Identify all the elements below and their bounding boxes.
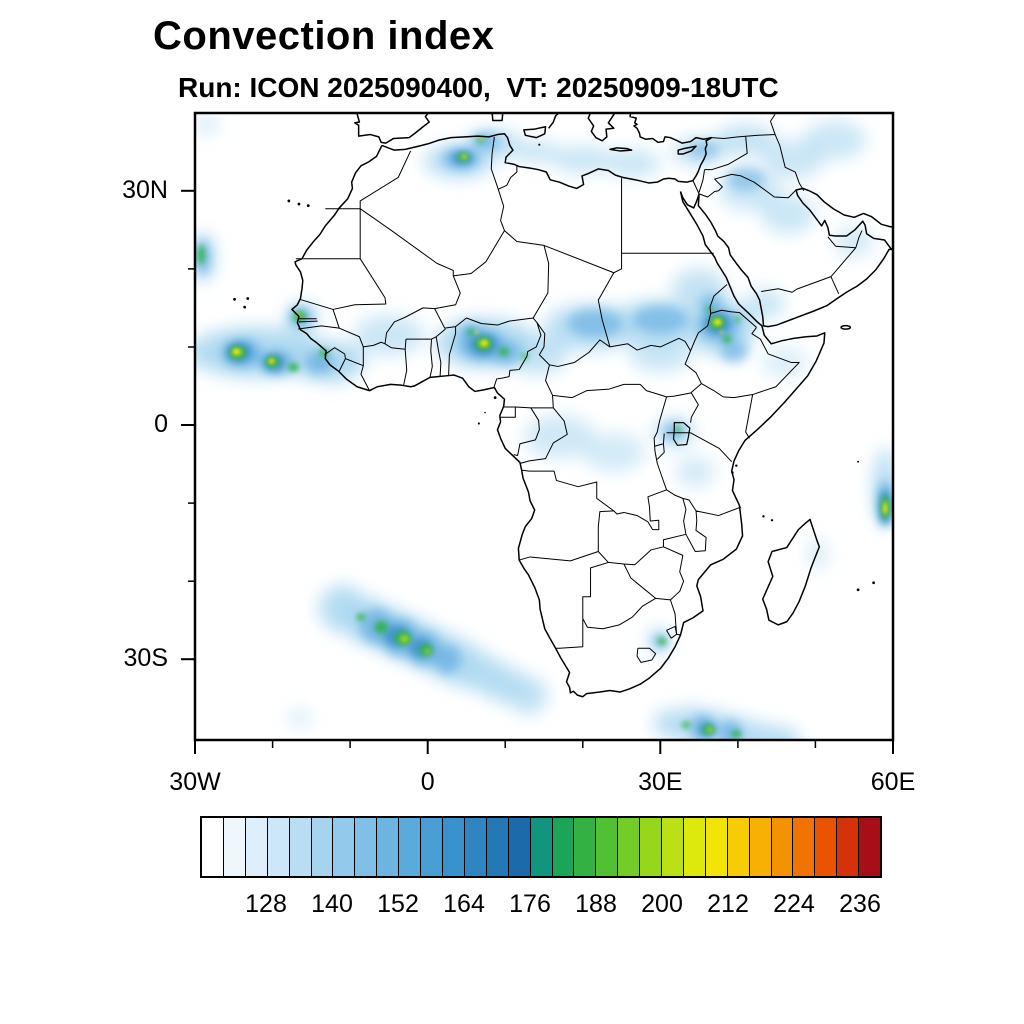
colorbar-cell [377,818,400,876]
convection-shading-yellow [233,138,887,514]
colorbar-cell [683,818,706,876]
colorbar-cell [749,818,772,876]
colorbar-tick-label: 176 [509,890,551,918]
run-valid-time-subtitle: Run: ICON 2025090400, VT: 20250909-18UTC [178,72,779,103]
colorbar [200,816,882,878]
colorbar-cell [662,818,684,876]
colorbar-cell [289,818,312,876]
colorbar-tick-label: 200 [641,890,683,918]
small-islands [233,143,876,592]
colorbar-cell [837,818,860,876]
colorbar-cell [464,818,487,876]
colorbar-cell [355,818,378,876]
convection-shading-light [195,115,893,740]
colorbar-cell [486,818,509,876]
colorbar-tick-label: 188 [575,890,617,918]
colorbar-tick-label: 224 [773,890,815,918]
colorbar-cell [771,818,794,876]
colorbar-cell [859,818,881,876]
country-borders [296,114,862,662]
colorbar-cell [202,818,224,876]
coastlines [292,111,897,697]
colorbar-cell [399,818,422,876]
colorbar-cell [442,818,465,876]
axis-ticks [181,189,894,754]
colorbar-tick-label: 164 [443,890,485,918]
colorbar-cell [618,818,641,876]
colorbar-cell [530,818,553,876]
colorbar-cell [793,818,816,876]
plot-frame [193,111,895,742]
colorbar-cell [552,818,575,876]
colorbar-cell [596,818,619,876]
colorbar-cell [727,818,750,876]
colorbar-cell [574,818,597,876]
colorbar-cell [267,818,290,876]
colorbar-cell [421,818,443,876]
plot-area [195,111,897,740]
colorbar-cell [705,818,728,876]
colorbar-cell [311,818,334,876]
colorbar-tick-label: 128 [245,890,287,918]
page-title: Convection index [153,14,495,58]
colorbar-cell [815,818,838,876]
colorbar-cell [640,818,663,876]
colorbar-cell [508,818,531,876]
colorbar-tick-label: 140 [311,890,353,918]
colorbar-tick-label: 236 [839,890,881,918]
colorbar-cell [223,818,246,876]
colorbar-cell [245,818,268,876]
colorbar-tick-label: 152 [377,890,419,918]
colorbar-tick-label: 212 [707,890,749,918]
colorbar-cell [333,818,356,876]
colorbar-labels: 128 140 152 164 176 188 200 212 224 236 [200,890,882,920]
